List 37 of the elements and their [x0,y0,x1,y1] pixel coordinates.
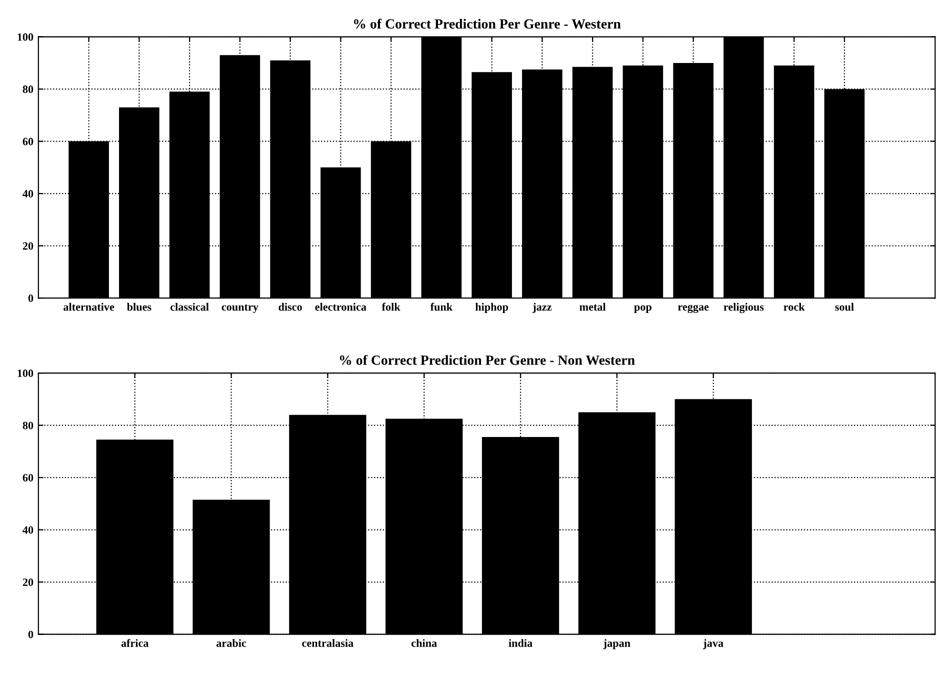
x-tick-label: funk [430,302,453,311]
x-tick-label: electronica [315,302,366,311]
y-tick-label: 80 [22,86,34,94]
x-tick-label: blues [126,302,152,311]
y-tick-label: 100 [18,33,34,41]
y-tick-label: 0 [28,294,34,302]
x-tick-label: disco [278,302,302,311]
y-tick-label: 60 [22,138,34,146]
x-tick-label: reggae [678,304,709,313]
x-tick-label: metal [580,302,606,311]
x-tick-label: java [703,639,724,650]
x-tick-label: soul [835,302,854,311]
chart-title: % of Correct Prediction Per Genre - Non Western [340,354,635,365]
x-tick-label: classical [170,302,209,311]
y-tick-label: 40 [22,526,34,534]
x-tick-label: japan [603,639,630,650]
x-tick-label: jazz [532,302,552,313]
x-tick-label: alternative [64,302,114,311]
y-tick-label: 20 [22,242,34,250]
x-tick-label: rock [784,302,805,311]
x-tick-label: folk [382,302,400,311]
x-tick-label: hiphop [475,302,508,313]
y-tick-label: 0 [28,630,34,638]
y-tick-label: 100 [18,370,34,378]
x-tick-label: china [412,639,437,647]
x-tick-label: religious [724,302,764,314]
y-tick-label: 80 [22,422,34,430]
x-tick-label: arabic [216,639,246,647]
x-tick-label: centralasia [302,639,354,647]
x-tick-label: pop [634,305,652,313]
y-tick-label: 60 [22,474,34,482]
chart-title: % of Correct Prediction Per Genre - Western [354,18,621,29]
x-tick-label: india [508,639,532,647]
x-tick-label: country [222,304,258,313]
y-tick-label: 20 [22,578,34,586]
y-tick-label: 40 [22,190,34,198]
x-tick-label: africa [121,639,149,647]
